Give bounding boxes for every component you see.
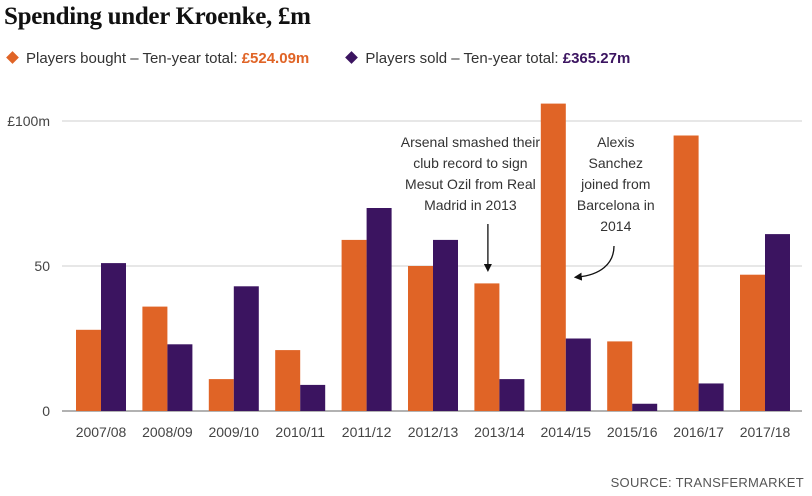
legend-total-sold: £365.27m — [562, 50, 631, 67]
bar-bought — [341, 239, 367, 411]
annotation-line: 2014 — [600, 218, 631, 234]
annotation-line: club record to sign — [413, 155, 527, 171]
bar-sold — [765, 234, 790, 411]
x-tick-label: 2011/12 — [342, 424, 392, 440]
x-tick-label: 2012/13 — [408, 424, 459, 440]
bar-sold — [565, 338, 591, 411]
annotation: Alexis Sanchez joined from Barcelona in 2014 — [573, 134, 655, 281]
annotation-line: Madrid in 2013 — [424, 197, 517, 213]
x-tick-label: 2013/14 — [474, 424, 525, 440]
bar-bought — [142, 306, 168, 411]
bar-sold — [632, 403, 658, 411]
x-tick-label: 2017/18 — [740, 424, 791, 440]
annotation-line: joined from — [580, 176, 650, 192]
source-note: SOURCE: TRANSFERMARKET — [610, 475, 804, 490]
bar-bought — [474, 283, 500, 411]
chart-title: Spending under Kroenke, £m — [4, 3, 311, 30]
legend: Players bought – Ten-year total: £524.09… — [6, 50, 664, 67]
x-tick-label: 2010/11 — [275, 424, 325, 440]
legend-item-bought: Players bought – Ten-year total: £524.09… — [6, 50, 310, 67]
bar-bought — [540, 103, 566, 411]
x-tick-label: 2008/09 — [142, 424, 193, 440]
y-tick-label: 0 — [42, 403, 50, 419]
y-tick-label: 50 — [34, 258, 50, 274]
bar-sold — [300, 384, 326, 411]
annotation-arrow — [573, 245, 615, 281]
legend-label-sold: Players sold – Ten-year total: — [365, 50, 563, 67]
bar-sold — [499, 379, 525, 411]
bar-bought — [208, 379, 234, 411]
bar-sold — [366, 208, 392, 411]
x-tick-label: 2015/16 — [607, 424, 658, 440]
x-tick-label: 2007/08 — [76, 424, 127, 440]
bar-bought — [408, 266, 433, 411]
x-tick-label: 2016/17 — [673, 424, 724, 440]
annotation-line: Arsenal smashed their — [401, 134, 541, 150]
legend-total-bought: £524.09m — [241, 50, 310, 67]
legend-item-sold: Players sold – Ten-year total: £365.27m — [345, 50, 631, 67]
bar-bought — [76, 329, 101, 411]
annotation: Arsenal smashed their club record to sign… — [401, 134, 541, 272]
annotation-line: Barcelona in — [577, 197, 655, 213]
x-tick-label: 2009/10 — [208, 424, 259, 440]
bar-bought — [673, 135, 699, 411]
bar-sold — [101, 263, 126, 411]
x-tick-label: 2014/15 — [540, 424, 591, 440]
bar-sold — [167, 344, 193, 411]
annotation-line: Alexis — [597, 134, 634, 150]
bar-bought — [275, 350, 301, 411]
bar-sold — [233, 286, 259, 411]
bar-bought — [740, 274, 765, 411]
annotation-line: Mesut Ozil from Real — [405, 176, 536, 192]
legend-label-bought: Players bought – Ten-year total: — [26, 50, 242, 67]
bar-sold — [698, 383, 724, 411]
bar-bought — [607, 341, 633, 411]
annotation-line: Sanchez — [589, 155, 643, 171]
y-tick-label: £100m — [7, 113, 50, 129]
bar-sold — [433, 239, 458, 411]
